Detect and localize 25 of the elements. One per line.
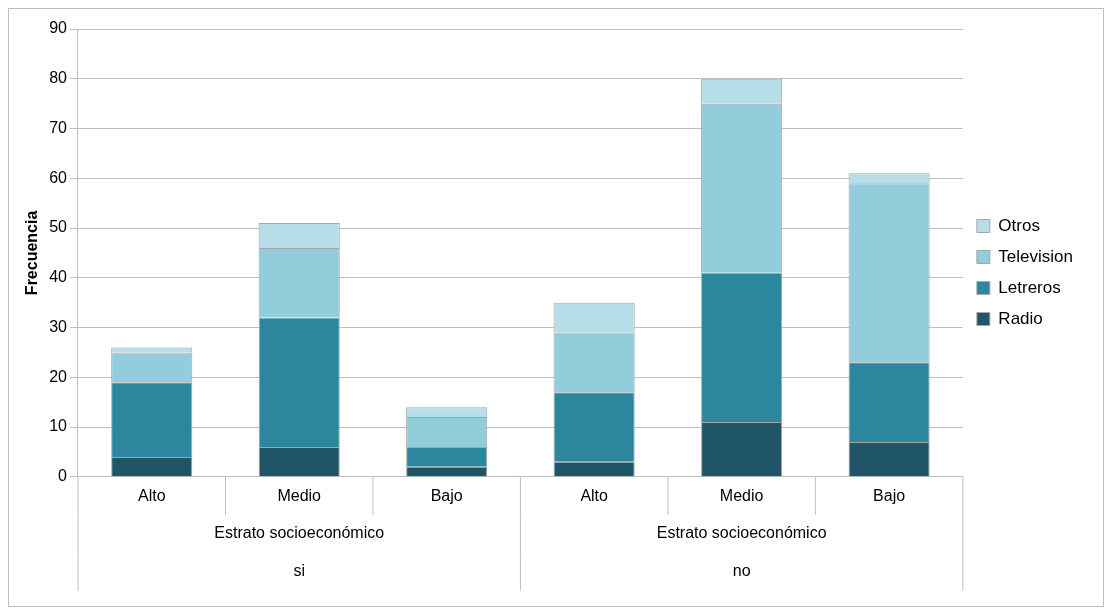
legend-label: Otros: [998, 215, 1040, 235]
y-tick-label: 80: [49, 69, 68, 87]
y-tick-label: 20: [49, 367, 68, 385]
text: si: [293, 562, 305, 580]
text: Estrato socioeconómico: [214, 524, 385, 542]
text: no: [732, 562, 751, 580]
x-tick-label: Alto: [137, 486, 166, 504]
x-tick-label: Medio: [719, 486, 764, 504]
x-tick-label: Bajo: [873, 486, 906, 504]
x-tick-label: Bajo: [430, 486, 463, 504]
x-tick-label: Alto: [580, 486, 609, 504]
y-tick-label: 30: [49, 317, 68, 335]
legend-label: Television: [998, 246, 1074, 266]
y-tick-label: 60: [49, 168, 68, 186]
x-tick-label: Medio: [277, 486, 322, 504]
y-tick-label: 70: [49, 118, 68, 136]
y-axis-title: Frecuencia: [23, 210, 41, 296]
y-tick-label: 10: [49, 417, 68, 435]
y-tick-label: 0: [58, 467, 68, 485]
legend-label: Radio: [998, 308, 1043, 328]
legend-label: Letreros: [998, 277, 1061, 297]
y-tick-label: 90: [49, 19, 68, 37]
y-tick-label: 50: [49, 218, 68, 236]
y-tick-label: 40: [49, 268, 68, 286]
text: Estrato socioeconómico: [656, 524, 827, 542]
